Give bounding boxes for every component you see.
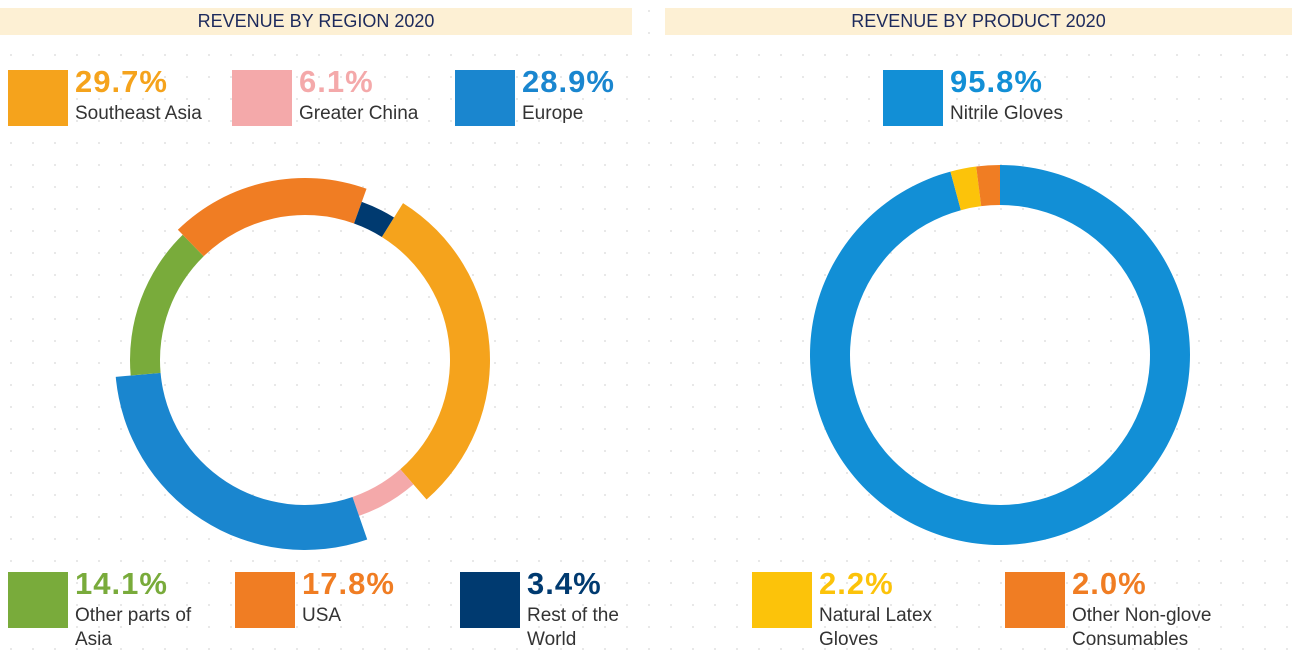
percent-label: 6.1% [299,64,374,99]
percent-label: 2.2% [819,566,894,601]
legend-item: 29.7% Southeast Asia [8,64,215,150]
percent-label: 14.1% [75,566,168,601]
donut-slice [810,165,1190,545]
legend-label: Rest of the World [527,605,619,650]
legend-label: Greater China [299,103,419,124]
legend-swatch [8,70,68,126]
legend-swatch [455,70,515,126]
percent-label: 2.0% [1072,566,1147,601]
legend-item: 6.1% Greater China [232,64,459,150]
legend-swatch [232,70,292,126]
donut-slice [177,178,367,257]
chart-title: REVENUE BY PRODUCT 2020 [665,8,1292,35]
legend-label: Other Non-glove Consumables [1072,605,1212,650]
legend-item: 2.0% Other Non-glove Consumables [1005,566,1272,652]
legend-item: 2.2% Natural Latex Gloves [752,566,969,652]
legend-label: USA [302,605,342,626]
legend-label: Other parts of Asia [75,605,192,650]
legend-label: Natural Latex Gloves [819,605,933,650]
legend-label: Europe [522,103,584,124]
legend-item: 28.9% Europe [455,64,682,150]
legend-swatch [235,572,295,628]
legend-swatch [752,572,812,628]
legend-item: 14.1% Other parts of Asia [8,566,215,652]
percent-label: 95.8% [950,64,1043,99]
percent-label: 28.9% [522,64,615,99]
legend-swatch [460,572,520,628]
percent-label: 29.7% [75,64,168,99]
legend-item: 17.8% USA [235,566,442,652]
percent-label: 3.4% [527,566,602,601]
donut-slice [354,201,395,238]
donut-slice [115,372,368,550]
legend-item: 3.4% Rest of the World [460,566,637,652]
legend-swatch [1005,572,1065,628]
donut-slice [352,469,414,516]
donut-slice [950,166,982,211]
legend-swatch [8,572,68,628]
donut-slice [976,165,1000,207]
donut-slice [381,203,491,500]
chart-title: REVENUE BY REGION 2020 [0,8,632,35]
percent-label: 17.8% [302,566,395,601]
legend-label: Southeast Asia [75,103,202,124]
legend-item: 95.8% Nitrile Gloves [883,64,1150,150]
legend-label: Nitrile Gloves [950,103,1063,124]
legend-swatch [883,70,943,126]
donut-slice [130,234,204,376]
